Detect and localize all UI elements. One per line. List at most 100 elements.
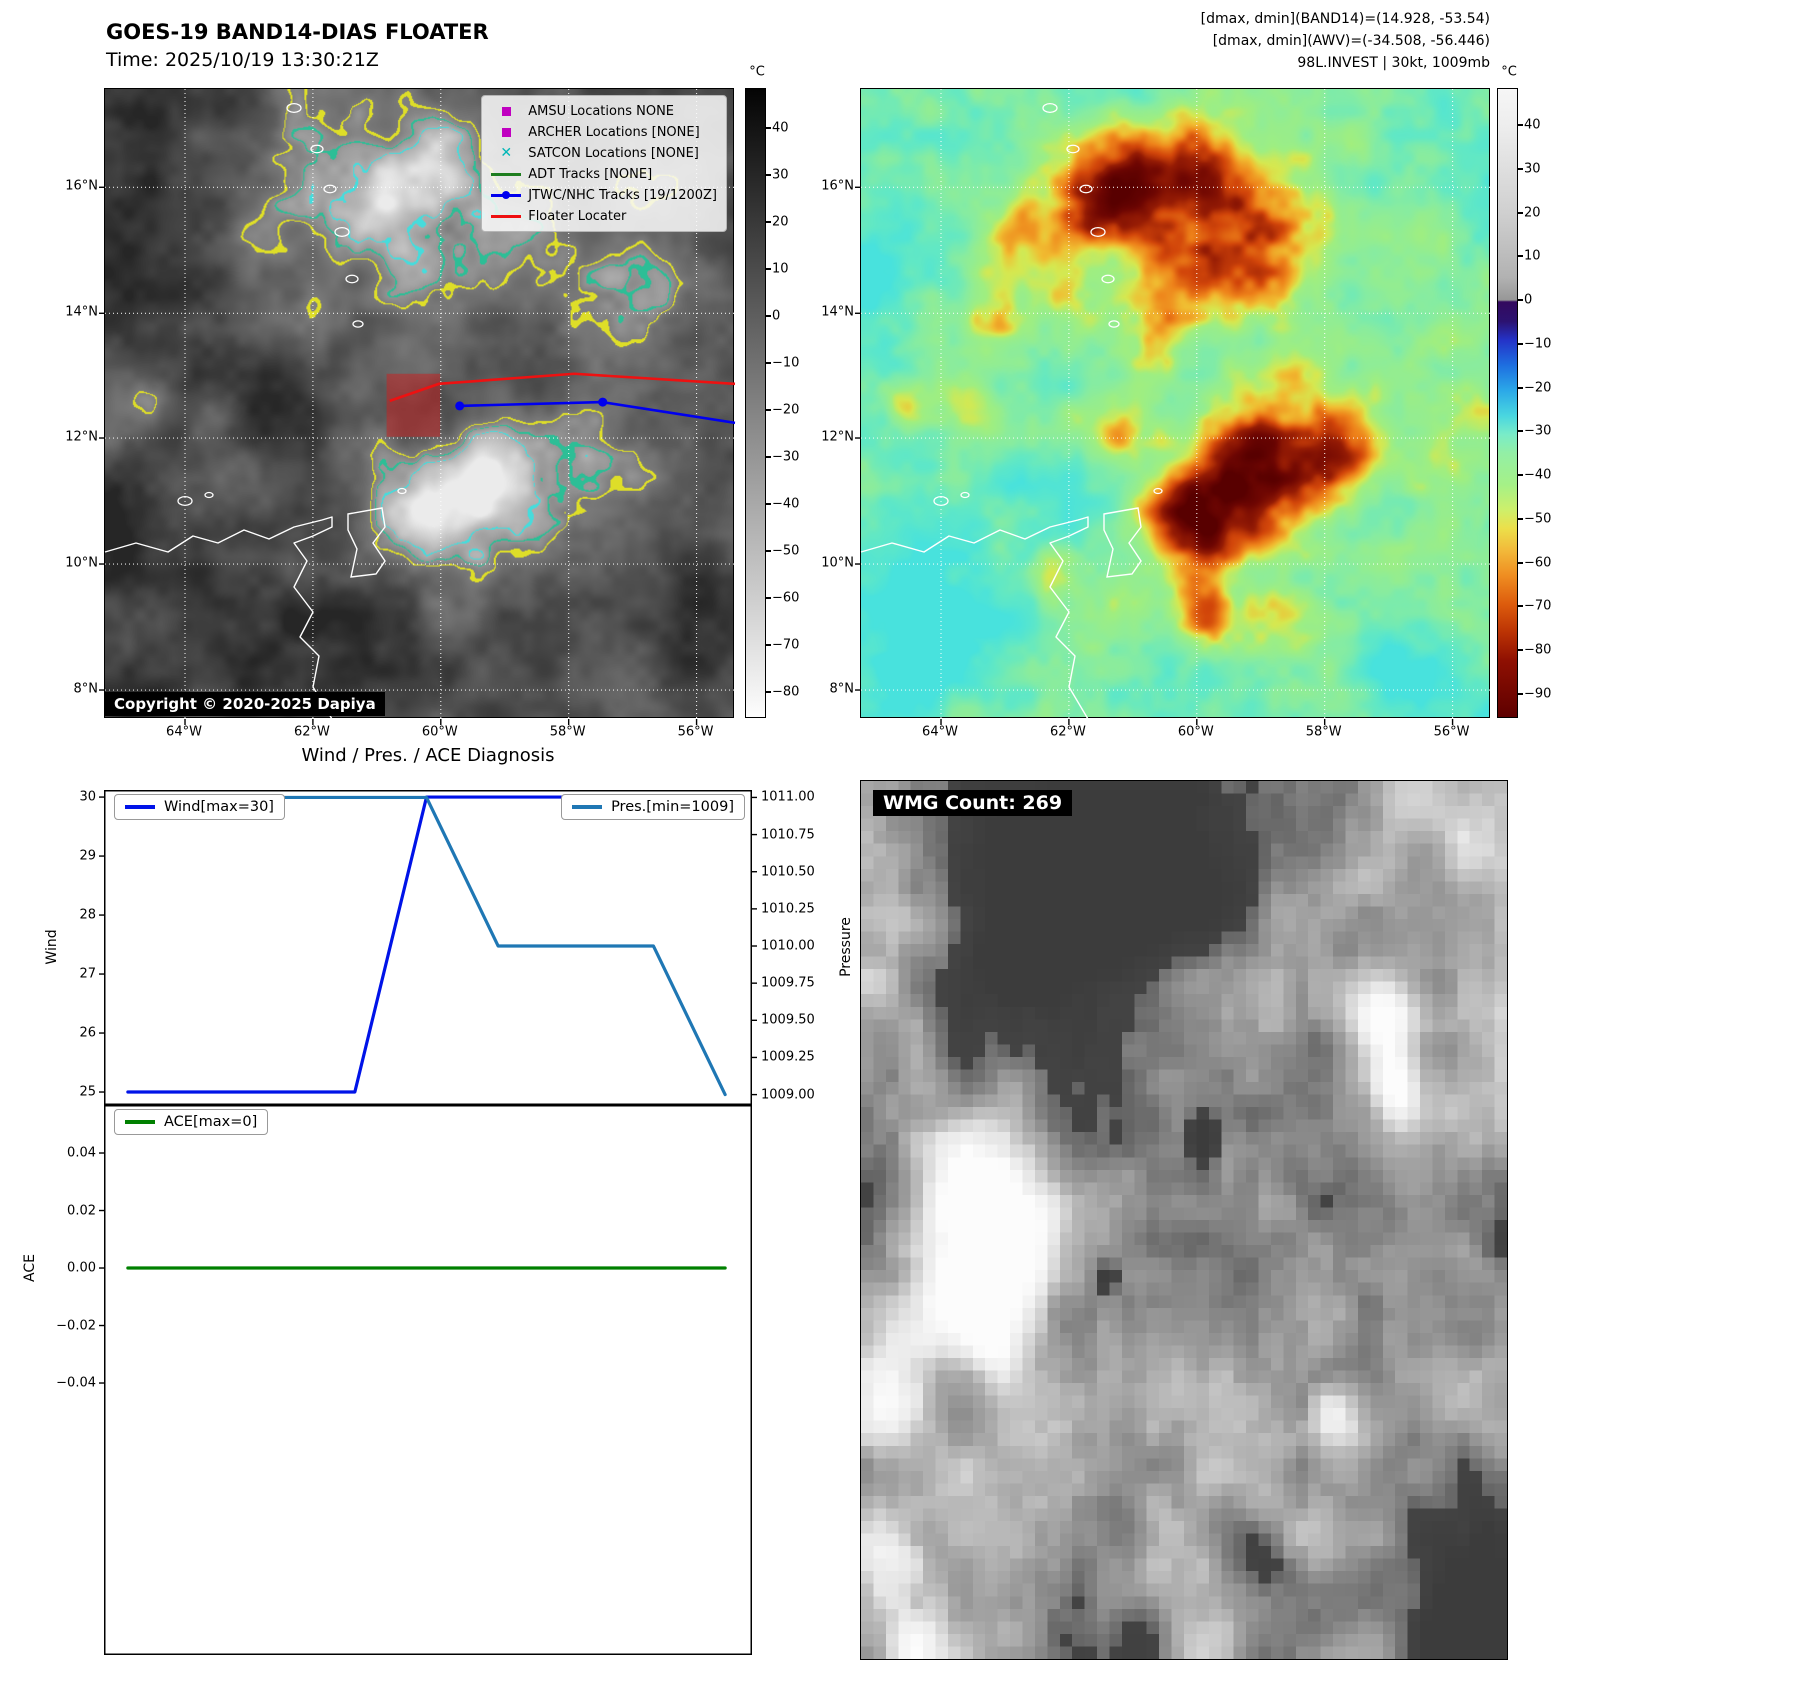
band14-colorbar-tickmark [766,173,771,176]
legend-item: ARCHER Locations [NONE] [491,122,717,142]
coastline [104,516,333,720]
pressure-legend-label: Pres.[min=1009] [611,799,734,815]
band14-lon-label: 58°W [549,724,586,740]
series-line-pressure [126,795,727,1097]
chart-frame [104,1105,752,1655]
wmg-count-badge: WMG Count: 269 [873,790,1073,816]
jtwc-track-point [455,401,465,411]
jtwc-track-point [598,397,608,407]
trinidad-outline [347,507,386,578]
awv-colorbar-tick: −60 [1524,555,1552,571]
ace-ytick-label: 0.02 [67,1203,96,1218]
ace-ytick-label: −0.02 [56,1318,96,1334]
awv-lat-label: 10°N [821,555,854,571]
island-outline [1042,103,1058,113]
island-outline [177,496,193,506]
pressure-ytick-label: 1009.75 [761,975,815,991]
awv-colorbar-tickmark [1518,649,1523,652]
awv-colorbar-tickmark [1518,430,1523,433]
ace-ytick-label: −0.04 [56,1375,96,1391]
band14-colorbar-tick: −40 [772,496,800,512]
awv-colorbar [1497,88,1518,718]
awv-colorbar-tick: −40 [1524,467,1552,483]
diagnosis-title: Wind / Pres. / ACE Diagnosis [301,745,555,766]
awv-map-overlay [855,89,1491,725]
awv-colorbar-tickmark [1518,124,1523,127]
legend-item-label: JTWC/NHC Tracks [19/1200Z] [528,187,717,203]
band14-lon-label: 62°W [293,724,330,740]
awv-lat-label: 12°N [821,429,854,445]
island-outline [352,320,364,328]
awv-header: [dmax, dmin](BAND14)=(14.928, -53.54) [d… [1201,8,1490,74]
island-outline [960,491,970,499]
island-outline [323,184,337,194]
wmg-microwave-image [861,781,1507,1659]
band14-colorbar-tickmark [766,409,771,412]
band14-colorbar-tick: −80 [772,684,800,700]
legend-item: AMSU Locations NONE [491,101,717,121]
awv-colorbar-tick: −70 [1524,598,1552,614]
pressure-ytick-label: 1010.75 [761,827,815,843]
island-outline [204,491,214,499]
ace-axis-label: ACE [22,1254,38,1282]
island-outline [334,227,350,237]
legend-item-label: ARCHER Locations [NONE] [528,124,700,140]
band14-title: GOES-19 BAND14-DIAS FLOATER [106,20,489,44]
awv-colorbar-tickmark [1518,692,1523,695]
awv-colorbar-tick: 0 [1524,292,1533,308]
awv-lon-label: 58°W [1305,724,1342,740]
band14-colorbar-tick: 30 [772,167,789,183]
band14-lat-label: 12°N [65,429,98,445]
wind-ytick-label: 30 [79,789,96,805]
island-outline [345,274,359,284]
band14-lat-label: 14°N [65,304,98,320]
floater-region-box [386,373,441,437]
band14-colorbar-tickmark [766,644,771,647]
band14-map: AMSU Locations NONE ARCHER Locations [NON… [99,88,736,725]
island-outline [1101,274,1115,284]
awv-colorbar-tick: −50 [1524,511,1552,527]
awv-header-line-awv: [dmax, dmin](AWV)=(-34.508, -56.446) [1212,33,1490,49]
island-outline [1090,227,1106,237]
awv-colorbar-tick: 10 [1524,248,1541,264]
island-outline [310,144,324,154]
legend-item: ADT Tracks [NONE] [491,164,717,184]
band14-colorbar-tick: 20 [772,214,789,230]
band14-colorbar-tickmark [766,691,771,694]
awv-map [855,88,1491,725]
awv-colorbar-tick: −90 [1524,686,1552,702]
legend-item: ✕ SATCON Locations [NONE] [491,143,717,163]
band14-colorbar-tickmark [766,268,771,270]
awv-colorbar-tickmark [1518,167,1523,170]
band14-lat-label: 10°N [65,555,98,571]
awv-colorbar-tick: −30 [1524,423,1552,439]
band14-colorbar-tickmark [766,550,771,553]
island-outline [1153,487,1163,495]
legend-item: JTWC/NHC Tracks [19/1200Z] [491,185,717,205]
band14-colorbar-tick: 40 [772,120,789,136]
band14-colorbar-tickmark [766,456,771,459]
island-outline [286,103,302,113]
square-marker-icon [501,106,511,116]
band14-colorbar-tickmark [766,220,771,223]
awv-colorbar-tickmark [1518,605,1523,608]
trinidad-outline [1103,507,1142,578]
band14-colorbar-tick: −20 [772,402,800,418]
awv-lon-label: 60°W [1177,724,1214,740]
awv-colorbar-tickmark [1518,342,1523,345]
wind-ytick-label: 29 [79,848,96,864]
island-outline [397,487,407,495]
ace-legend-label: ACE[max=0] [164,1114,258,1130]
legend-item-label: AMSU Locations NONE [528,103,675,119]
pressure-ytick-label: 1009.25 [761,1049,815,1065]
line-marker-icon [491,191,522,199]
island-outline [1108,320,1120,328]
band14-colorbar-tick: −50 [772,543,800,559]
awv-colorbar-tick: 20 [1524,205,1541,221]
awv-colorbar-tick: −80 [1524,642,1552,658]
awv-colorbar-tick: −10 [1524,336,1552,352]
pressure-legend-line [572,805,603,809]
wind-legend: Wind[max=30] [114,794,285,820]
band14-colorbar-tickmark [766,503,771,506]
